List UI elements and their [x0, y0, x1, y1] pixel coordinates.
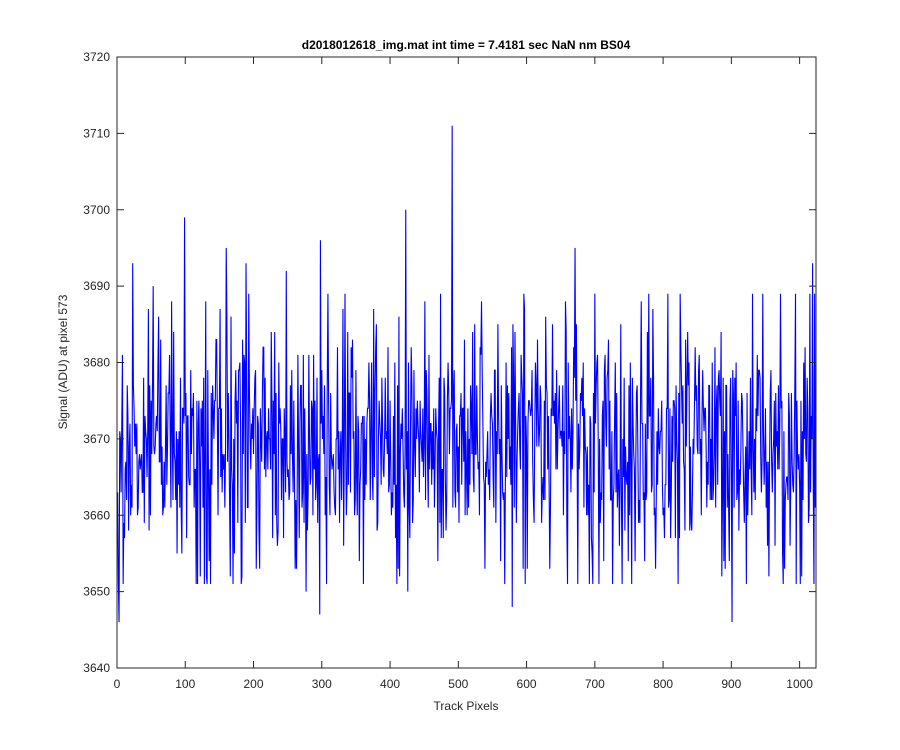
y-tick-label: 3660 — [83, 508, 110, 522]
series-layer — [117, 125, 817, 623]
x-tick-label: 200 — [244, 677, 264, 691]
plot-area-background — [117, 57, 816, 668]
y-tick-label: 3680 — [83, 356, 110, 370]
y-axis-label: Signal (ADU) at pixel 573 — [56, 294, 70, 429]
x-tick-label: 600 — [517, 677, 537, 691]
x-tick-label: 300 — [312, 677, 332, 691]
y-tick-label: 3640 — [83, 661, 110, 675]
x-axis-label: Track Pixels — [434, 699, 499, 713]
y-tick-label: 3720 — [83, 50, 110, 64]
x-tick-label: 500 — [448, 677, 468, 691]
chart-title: d2018012618_img.mat int time = 7.4181 se… — [302, 38, 631, 52]
x-axis-ticks: 0 100 200 300 400 500 600 700 800 900 1000 — [114, 57, 813, 691]
x-tick-label: 400 — [380, 677, 400, 691]
y-tick-label: 3690 — [83, 279, 110, 293]
y-axis-ticks: 3640 3650 3660 3670 3680 3690 3700 3710 3720 — [83, 50, 816, 675]
x-tick-label: 0 — [114, 677, 121, 691]
y-tick-label: 3650 — [83, 585, 110, 599]
x-tick-label: 800 — [653, 677, 673, 691]
x-tick-label: 900 — [721, 677, 741, 691]
x-tick-label: 700 — [585, 677, 605, 691]
series-line — [117, 125, 817, 623]
x-tick-label: 100 — [175, 677, 195, 691]
y-tick-label: 3670 — [83, 432, 110, 446]
y-tick-label: 3710 — [83, 126, 110, 140]
y-tick-label: 3700 — [83, 203, 110, 217]
x-tick-label: 1000 — [786, 677, 813, 691]
